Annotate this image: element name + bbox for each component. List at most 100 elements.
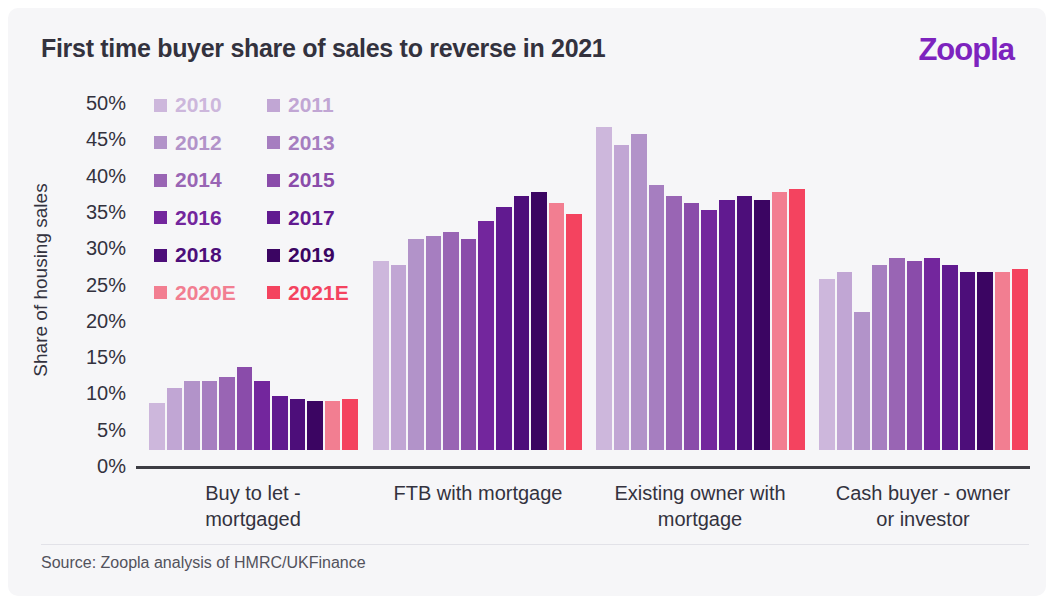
legend-item-2018: 2018 (154, 243, 267, 267)
bar-2010-cash-buyer-owner-or-investor (819, 279, 835, 450)
bar-2014-buy-to-let-mortgaged (219, 377, 235, 450)
legend-swatch-icon (267, 211, 280, 224)
y-tick-label-5: 5% (62, 418, 126, 442)
legend-item-2013: 2013 (267, 131, 380, 155)
bar-2010-existing-owner-with-mortgage (596, 127, 612, 450)
legend-label: 2015 (288, 168, 335, 192)
bar-2020e-existing-owner-with-mortgage (772, 192, 788, 450)
legend-item-2011: 2011 (267, 93, 380, 117)
bar-2015-cash-buyer-owner-or-investor (907, 261, 923, 450)
category-label-existing-owner-with-mortgage: Existing owner with mortgage (575, 480, 825, 533)
bar-2013-cash-buyer-owner-or-investor (872, 265, 888, 450)
source-note: Source: Zoopla analysis of HMRC/UKFinanc… (41, 554, 366, 572)
bar-2015-existing-owner-with-mortgage (684, 203, 700, 450)
legend-swatch-icon (267, 286, 280, 299)
bar-2016-ftb-with-mortgage (478, 221, 494, 450)
bar-2011-buy-to-let-mortgaged (167, 388, 183, 450)
legend-item-2016: 2016 (154, 206, 267, 230)
bar-2019-cash-buyer-owner-or-investor (977, 272, 993, 450)
legend-item-2012: 2012 (154, 131, 267, 155)
legend-item-2021e: 2021E (267, 281, 380, 305)
bar-2017-ftb-with-mortgage (496, 207, 512, 450)
bar-2016-cash-buyer-owner-or-investor (924, 258, 940, 450)
bar-2021e-buy-to-let-mortgaged (342, 399, 358, 450)
legend-swatch-icon (154, 99, 167, 112)
bar-2013-ftb-with-mortgage (426, 236, 442, 450)
category-label-buy-to-let-mortgaged: Buy to let - mortgaged (128, 480, 378, 533)
legend-swatch-icon (154, 286, 167, 299)
bar-2016-existing-owner-with-mortgage (701, 210, 717, 450)
y-tick-label-20: 20% (62, 309, 126, 333)
bar-2018-existing-owner-with-mortgage (737, 196, 753, 450)
bar-2016-buy-to-let-mortgaged (254, 381, 270, 450)
bar-2019-ftb-with-mortgage (531, 192, 547, 450)
legend-swatch-icon (267, 136, 280, 149)
legend-label: 2011 (288, 93, 334, 117)
y-tick-label-0: 0% (62, 454, 126, 478)
bar-2021e-cash-buyer-owner-or-investor (1012, 269, 1028, 451)
chart-card: First time buyer share of sales to rever… (8, 8, 1046, 596)
bar-2012-ftb-with-mortgage (408, 239, 424, 450)
legend-label: 2021E (288, 281, 349, 305)
chart-legend: 2010 2011 2012 2013 2014 2015 2016 2017 2018 2019… (154, 93, 380, 305)
bar-group-buy-to-let-mortgaged (149, 367, 358, 450)
legend-swatch-icon (154, 174, 167, 187)
bar-2019-buy-to-let-mortgaged (307, 401, 323, 450)
bar-2021e-ftb-with-mortgage (566, 214, 582, 450)
legend-label: 2010 (175, 93, 222, 117)
legend-item-2017: 2017 (267, 206, 380, 230)
bar-2011-cash-buyer-owner-or-investor (837, 272, 853, 450)
legend-label: 2018 (175, 243, 222, 267)
legend-item-2020e: 2020E (154, 281, 267, 305)
legend-swatch-icon (267, 249, 280, 262)
legend-swatch-icon (154, 211, 167, 224)
footer-divider (41, 544, 1029, 545)
legend-item-2010: 2010 (154, 93, 267, 117)
bar-2010-ftb-with-mortgage (373, 261, 389, 450)
bar-2018-buy-to-let-mortgaged (290, 399, 306, 450)
legend-swatch-icon (154, 249, 167, 262)
bar-2014-ftb-with-mortgage (443, 232, 459, 450)
bar-2013-existing-owner-with-mortgage (649, 185, 665, 450)
legend-label: 2016 (175, 206, 222, 230)
chart-title: First time buyer share of sales to rever… (41, 34, 605, 63)
bar-group-ftb-with-mortgage (373, 192, 582, 450)
legend-swatch-icon (154, 136, 167, 149)
bar-2011-existing-owner-with-mortgage (614, 145, 630, 450)
bar-2017-cash-buyer-owner-or-investor (942, 265, 958, 450)
bar-2012-buy-to-let-mortgaged (184, 381, 200, 450)
category-label-cash-buyer-owner-or-investor: Cash buyer - owner or investor (798, 480, 1048, 533)
legend-item-2015: 2015 (267, 168, 380, 192)
legend-swatch-icon (267, 174, 280, 187)
zoopla-chart-screenshot: First time buyer share of sales to rever… (0, 0, 1054, 604)
bar-2017-buy-to-let-mortgaged (272, 396, 288, 450)
y-tick-label-45: 45% (62, 127, 126, 151)
legend-label: 2017 (288, 206, 335, 230)
legend-swatch-icon (267, 99, 280, 112)
bar-2014-existing-owner-with-mortgage (666, 196, 682, 450)
bar-2020e-ftb-with-mortgage (549, 203, 565, 450)
category-label-ftb-with-mortgage: FTB with mortgage (353, 480, 603, 506)
legend-label: 2014 (175, 168, 222, 192)
y-tick-label-30: 30% (62, 236, 126, 260)
bar-2015-buy-to-let-mortgaged (237, 367, 253, 450)
bar-group-cash-buyer-owner-or-investor (819, 258, 1028, 450)
bar-2012-existing-owner-with-mortgage (631, 134, 647, 450)
bar-2020e-cash-buyer-owner-or-investor (995, 272, 1011, 450)
bar-2019-existing-owner-with-mortgage (754, 200, 770, 450)
y-tick-label-25: 25% (62, 273, 126, 297)
legend-item-2019: 2019 (267, 243, 380, 267)
legend-label: 2012 (175, 131, 222, 155)
y-axis-title: Share of housing sales (28, 95, 54, 465)
zoopla-logo: Zoopla (918, 32, 1014, 68)
y-tick-label-15: 15% (62, 345, 126, 369)
bar-2021e-existing-owner-with-mortgage (789, 189, 805, 450)
bar-2020e-buy-to-let-mortgaged (325, 401, 341, 450)
legend-item-2014: 2014 (154, 168, 267, 192)
y-tick-label-35: 35% (62, 200, 126, 224)
bar-2017-existing-owner-with-mortgage (719, 200, 735, 450)
legend-label: 2020E (175, 281, 236, 305)
y-tick-label-50: 50% (62, 91, 126, 115)
bar-2012-cash-buyer-owner-or-investor (854, 312, 870, 450)
bar-2013-buy-to-let-mortgaged (202, 381, 218, 450)
